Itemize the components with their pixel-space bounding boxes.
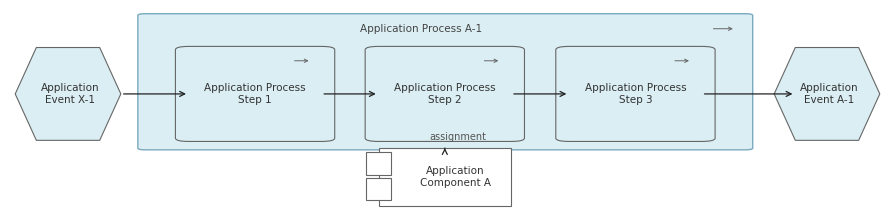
FancyBboxPatch shape <box>175 46 334 141</box>
Bar <box>366 152 391 175</box>
FancyBboxPatch shape <box>138 14 752 150</box>
Text: Application Process
Step 2: Application Process Step 2 <box>393 83 495 105</box>
Text: assignment: assignment <box>429 132 486 142</box>
Text: Application Process
Step 1: Application Process Step 1 <box>204 83 306 105</box>
Bar <box>366 178 391 200</box>
FancyBboxPatch shape <box>555 46 714 141</box>
Text: Application Process
Step 3: Application Process Step 3 <box>584 83 686 105</box>
Bar <box>378 148 510 206</box>
Text: Application Process A-1: Application Process A-1 <box>359 24 482 34</box>
FancyBboxPatch shape <box>365 46 524 141</box>
Polygon shape <box>15 48 121 140</box>
Text: Application
Event A-1: Application Event A-1 <box>799 83 857 105</box>
Text: Application
Component A: Application Component A <box>419 166 491 188</box>
Text: Application
Event X-1: Application Event X-1 <box>41 83 99 105</box>
Polygon shape <box>773 48 879 140</box>
